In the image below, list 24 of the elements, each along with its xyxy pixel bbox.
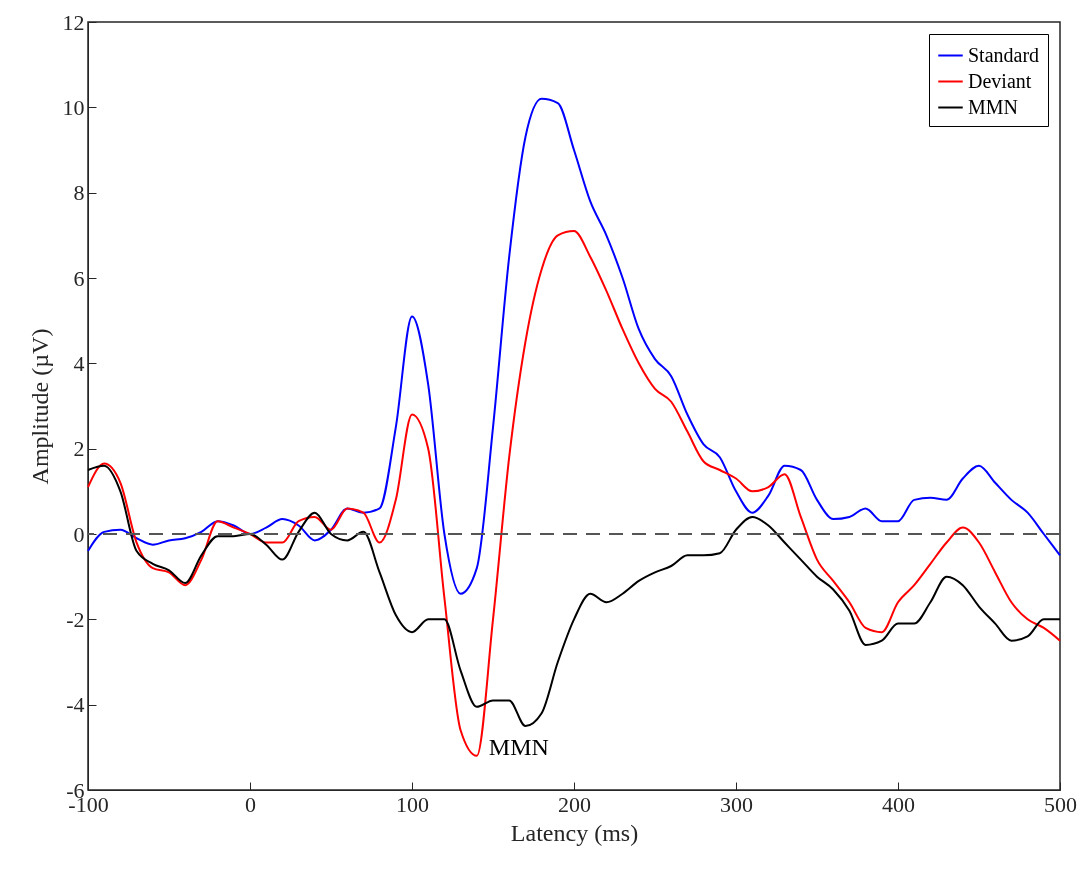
x-tick-label: 0: [245, 791, 256, 817]
x-tick-label: 400: [882, 791, 915, 817]
legend-label: Deviant: [968, 69, 1032, 92]
y-axis-title: Amplitude (µV): [26, 328, 53, 485]
y-tick-label: 0: [73, 521, 85, 547]
y-tick-label: 10: [62, 94, 85, 120]
y-tick-label: -2: [66, 606, 85, 632]
x-tick-label: 200: [558, 791, 591, 817]
x-tick-label: 300: [720, 791, 753, 817]
y-tick-label: 12: [62, 9, 85, 35]
line-series: [87, 230, 1061, 757]
x-tick-label: 100: [396, 791, 429, 817]
y-tick-label: 2: [73, 436, 85, 462]
y-tick-label: -4: [66, 692, 85, 718]
x-tick-label: 500: [1044, 791, 1077, 817]
annotation: MMN: [488, 733, 549, 760]
legend-label: Standard: [968, 43, 1040, 66]
y-tick-label: 4: [73, 350, 85, 376]
line-series: [87, 97, 1061, 595]
y-tick-label: 6: [73, 265, 85, 291]
line-series: [87, 464, 1061, 727]
x-axis-title: Latency (ms): [510, 819, 639, 846]
legend-label: MMN: [968, 95, 1019, 118]
y-tick-label: 8: [73, 180, 85, 206]
